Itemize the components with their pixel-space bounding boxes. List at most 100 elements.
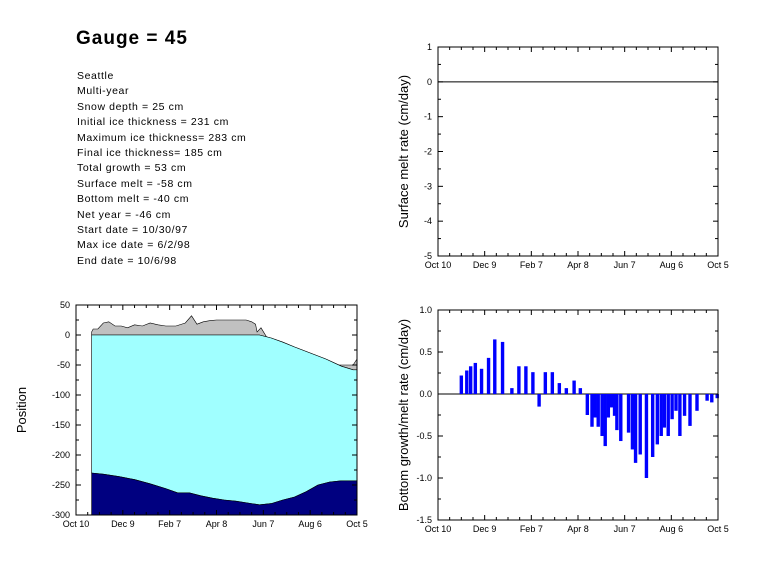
bottom-growth-melt-rate-chart: Oct 10 Dec 9 Feb 7 Apr 8 Jun 7 Aug 6 Oct 5 1.0 0…: [396, 305, 729, 534]
x-tick-label: Apr 8: [206, 519, 228, 529]
rate-bar: [590, 394, 594, 427]
info-line: Seattle: [77, 70, 114, 82]
rate-bar: [619, 394, 623, 442]
info-line: Bottom melt = -40 cm: [77, 193, 190, 206]
y-tick-label: -100: [52, 390, 70, 400]
info-line: Surface melt = -58 cm: [77, 177, 193, 190]
rate-bar: [630, 394, 635, 450]
y-tick-label: 1.0: [419, 305, 432, 315]
rate-bar: [678, 394, 682, 436]
rate-bar: [603, 394, 607, 447]
x-tick-label: Apr 8: [567, 524, 589, 534]
rate-bar: [633, 394, 638, 463]
rate-bar: [670, 394, 674, 420]
y-tick-label: 0.0: [419, 389, 432, 399]
x-tick-label: Apr 8: [567, 260, 589, 270]
rate-bar: [606, 394, 611, 418]
rate-bar: [596, 394, 600, 427]
rate-bar: [710, 394, 714, 403]
y-tick-label: 1: [427, 42, 432, 52]
rate-bar: [638, 394, 642, 455]
x-tick-label: Aug 6: [660, 260, 684, 270]
info-line: Final ice thickness= 185 cm: [77, 147, 223, 160]
rate-bar: [662, 394, 667, 428]
y-tick-label: -150: [52, 420, 70, 430]
chart-title: Gauge = 45: [76, 28, 188, 49]
info-line: Max ice date = 6/2/98: [77, 239, 191, 252]
x-tick-label: Jun 7: [614, 260, 636, 270]
rate-bar: [612, 394, 617, 416]
rate-bar: [543, 372, 548, 394]
x-tick-label: Oct 5: [346, 519, 368, 529]
plot-frame: [437, 46, 719, 257]
y-tick-label: -3: [424, 181, 432, 191]
y-tick-label: -300: [52, 510, 70, 520]
x-tick-label: Oct 5: [707, 260, 729, 270]
info-line: End date = 10/6/98: [77, 254, 177, 267]
rate-bar: [524, 366, 528, 394]
info-text-block: Seattle Multi-year Snow depth = 25 cm Initi…: [77, 69, 246, 269]
x-tick-label: Dec 9: [473, 260, 497, 270]
rate-bar: [510, 388, 514, 394]
surface-melt-rate-chart: Oct 10 Dec 9 Feb 7 Apr 8 Jun 7 Aug 6 Oct 5 1 0 -1…: [396, 42, 729, 270]
x-tick-label: Aug 6: [660, 524, 684, 534]
info-line: Snow depth = 25 cm: [77, 100, 184, 113]
y-tick-label: -250: [52, 480, 70, 490]
y-tick-label: -4: [424, 216, 432, 226]
info-line: Initial ice thickness = 231 cm: [77, 116, 229, 129]
rate-bar: [593, 394, 597, 418]
info-line: Start date = 10/30/97: [77, 224, 188, 237]
rate-bar: [666, 394, 670, 436]
y-tick-label: 0: [65, 330, 70, 340]
info-line: Multi-year: [77, 85, 130, 98]
x-tick-label: Dec 9: [473, 524, 497, 534]
y-tick-label: -1.5: [416, 515, 432, 525]
rate-bar: [626, 394, 631, 433]
y-tick-label: -200: [52, 450, 70, 460]
rate-bar: [465, 370, 469, 394]
x-tick-label: Feb 7: [158, 519, 181, 529]
rate-bar: [550, 372, 555, 394]
x-tick-label: Jun 7: [614, 524, 636, 534]
y-tick-label: -0.5: [416, 431, 432, 441]
y-axis-label: Surface melt rate (cm/day): [396, 75, 411, 228]
x-tick-label: Oct 10: [63, 519, 90, 529]
y-tick-label: 0.5: [419, 347, 432, 357]
y-axis-label: Position: [14, 387, 29, 433]
rate-bar: [688, 394, 692, 426]
rate-bar: [537, 394, 541, 407]
rate-bar: [715, 394, 719, 399]
rate-bar: [644, 394, 649, 478]
y-tick-label: -50: [57, 360, 70, 370]
rate-bar: [557, 383, 562, 394]
rate-bar: [682, 394, 687, 416]
rate-bar: [531, 372, 535, 394]
y-tick-label: 50: [60, 300, 70, 310]
x-tick-label: Oct 10: [425, 260, 452, 270]
x-tick-label: Feb 7: [520, 524, 543, 534]
x-tick-label: Oct 5: [707, 524, 729, 534]
rate-bar: [609, 394, 614, 408]
rate-bar: [564, 388, 569, 394]
rate-bar: [655, 394, 660, 445]
rate-bar: [578, 388, 583, 394]
x-tick-label: Dec 9: [111, 519, 135, 529]
rate-bar: [479, 368, 484, 394]
bottom-area: [91, 472, 358, 516]
rate-bar: [615, 394, 619, 431]
x-tick-label: Oct 10: [425, 524, 452, 534]
x-tick-label: Jun 7: [252, 519, 274, 529]
rate-bar: [695, 394, 699, 411]
plot-frame: [437, 309, 719, 521]
rate-bar: [468, 366, 473, 394]
y-tick-label: -5: [424, 251, 432, 261]
rate-bar: [517, 366, 521, 394]
y-tick-label: -2: [424, 147, 432, 157]
rate-bar: [674, 394, 678, 411]
rate-bar: [486, 357, 491, 394]
rate-bar: [650, 394, 655, 457]
rate-bar: [659, 394, 663, 436]
y-axis-label: Bottom growth/melt rate (cm/day): [396, 319, 411, 511]
position-chart: Oct 10 Dec 9 Feb 7 Apr 8 Jun 7 Aug 6 Oct 5 50 0 -…: [14, 300, 368, 529]
